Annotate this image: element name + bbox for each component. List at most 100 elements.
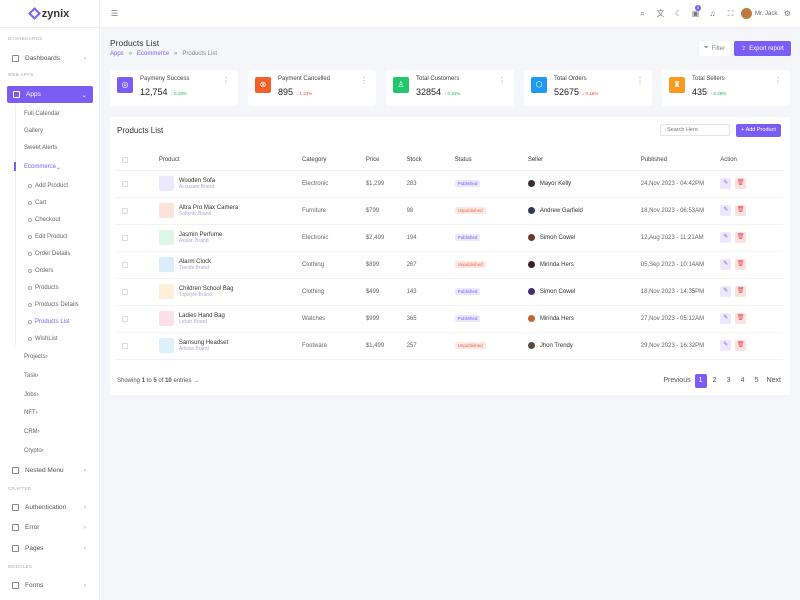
filter-button[interactable]: ⏷ Filter [699,41,730,56]
logo[interactable]: zynix [0,0,99,28]
page-1[interactable]: 1 [694,374,707,388]
more-options-icon[interactable]: ⋮ [498,76,506,85]
section-label: WEB APPS [8,72,34,77]
category: Footware [302,332,366,360]
row-checkbox[interactable] [122,180,128,187]
category: Clothing [302,278,366,306]
breadcrumb-ecommerce[interactable]: Ecommerce [137,51,170,57]
sidebar-item-order-details[interactable]: Order Details [0,248,100,260]
delete-button[interactable]: 🗑 [735,259,747,270]
sidebar-item-projects[interactable]: Projects › [24,354,48,360]
page-previous[interactable]: Previous [663,377,691,384]
gear-icon[interactable]: ⚙ [783,9,792,18]
sidebar-item-cart[interactable]: Cart [0,197,100,209]
column-header: Status [454,151,528,171]
status-badge: Unpublished [454,260,486,268]
sidebar-item-crypto[interactable]: Crypto › [24,448,44,454]
sidebar-item-apps[interactable]: Apps ⌄ [7,86,93,103]
sidebar-item-task[interactable]: Task › [24,372,39,379]
stat-icon: ⊗ [255,77,271,93]
row-checkbox[interactable] [122,315,128,322]
menu-toggle-icon[interactable]: ☰ [110,9,119,18]
page-4[interactable]: 4 [740,377,745,384]
row-checkbox[interactable] [122,234,128,241]
row-checkbox[interactable] [122,207,128,214]
sidebar-item-products-list[interactable]: Products List [0,316,100,328]
sidebar-item-products-details[interactable]: Products Details [0,299,100,311]
stat-change: ↑ 0.34% [444,91,461,96]
row-checkbox[interactable] [122,342,128,349]
delete-button[interactable]: 🗑 [735,286,747,297]
sidebar-item-nft[interactable]: NFT › [24,410,38,417]
search-input[interactable] [660,124,730,136]
page-3[interactable]: 3 [726,377,731,384]
chevron-icon: › [83,503,86,511]
product-name[interactable]: Alarm Clock [178,258,212,265]
sidebar-item-add-product[interactable]: Add Product [0,180,100,192]
cart-icon[interactable]: ▣ [691,9,700,18]
delete-button[interactable]: 🗑 [735,340,747,351]
page-next[interactable]: Next [766,377,781,384]
moon-icon[interactable]: ☾ [674,9,683,18]
sidebar-item-wishlist[interactable]: WishList [0,333,100,345]
edit-button[interactable]: ✎ [720,205,732,216]
sidebar-item-forms[interactable]: Forms › [0,578,100,592]
sidebar-item-nested-menu[interactable]: Nested Menu › [0,463,100,477]
sidebar-item-edit-product[interactable]: Edit Product [0,231,100,243]
edit-button[interactable]: ✎ [720,259,732,270]
table-row: Jasmin Perfume Assian Brand Electronic $2… [117,224,783,252]
more-options-icon[interactable]: ⋮ [636,76,644,85]
edit-button[interactable]: ✎ [720,313,732,324]
avatar[interactable] [741,8,752,19]
select-all-checkbox[interactable] [122,157,128,164]
sidebar-item-full-calendar[interactable]: Full Calendar [24,111,60,117]
user-name[interactable]: Mr. Jack [755,11,778,17]
product-name[interactable]: Altra Pro Max Camera [178,204,239,211]
export-report-button[interactable]: ⇪ Export report [734,41,791,56]
stock: 98 [406,197,455,225]
sidebar-item-jobs[interactable]: Jobs › [24,391,39,398]
sidebar-item-crm[interactable]: CRM › [24,429,40,436]
delete-button[interactable]: 🗑 [735,232,747,243]
more-options-icon[interactable]: ⋮ [774,76,782,85]
product-name[interactable]: Wooden Sofa [178,177,216,184]
row-checkbox[interactable] [122,288,128,295]
delete-button[interactable]: 🗑 [735,205,747,216]
product-name[interactable]: Samsung Headset [178,339,229,346]
delete-button[interactable]: 🗑 [735,178,747,189]
more-options-icon[interactable]: ⋮ [222,76,230,85]
sidebar-item-dashboards[interactable]: Dashboards › [0,51,100,65]
sidebar-item-pages[interactable]: Pages › [0,541,100,555]
product-image [158,176,174,191]
search-icon[interactable]: ⌕ [640,9,645,18]
price: $1,299 [365,170,407,198]
product-name[interactable]: Children School Bag [178,285,234,292]
edit-button[interactable]: ✎ [720,286,732,297]
delete-button[interactable]: 🗑 [735,313,747,324]
sidebar-item-ecommerce[interactable]: Ecommerce ⌄ [24,164,62,171]
sidebar-item-gallery[interactable]: Gallery [24,128,44,134]
more-options-icon[interactable]: ⋮ [360,76,368,85]
product-name[interactable]: Ladies Hand Bag [178,312,225,319]
breadcrumb-apps[interactable]: Apps [110,51,124,57]
fullscreen-icon[interactable]: ⛶ [727,9,734,18]
edit-button[interactable]: ✎ [720,178,732,189]
sidebar-item-sweet-alerts[interactable]: Sweet Alerts [24,145,58,151]
pagination: Previous 1 2 3 4 5 Next [661,374,783,388]
row-checkbox[interactable] [122,261,128,268]
chevron-icon: › [35,410,38,417]
edit-button[interactable]: ✎ [720,340,732,351]
sidebar-item-authentication[interactable]: Authentication › [0,500,100,514]
bell-icon[interactable]: ♫ [709,9,716,18]
translate-icon[interactable]: 文 [656,9,665,18]
sidebar-item-products[interactable]: Products [0,282,100,294]
page-5[interactable]: 5 [754,377,759,384]
status-badge: Published [454,233,481,241]
add-product-button[interactable]: + Add Product [736,124,781,137]
edit-button[interactable]: ✎ [720,232,732,243]
sidebar-item-orders[interactable]: Orders [0,265,100,277]
page-2[interactable]: 2 [712,377,717,384]
sidebar-item-error[interactable]: Error › [0,521,100,535]
sidebar-item-checkout[interactable]: Checkout [0,214,100,226]
product-name[interactable]: Jasmin Perfume [178,231,223,238]
